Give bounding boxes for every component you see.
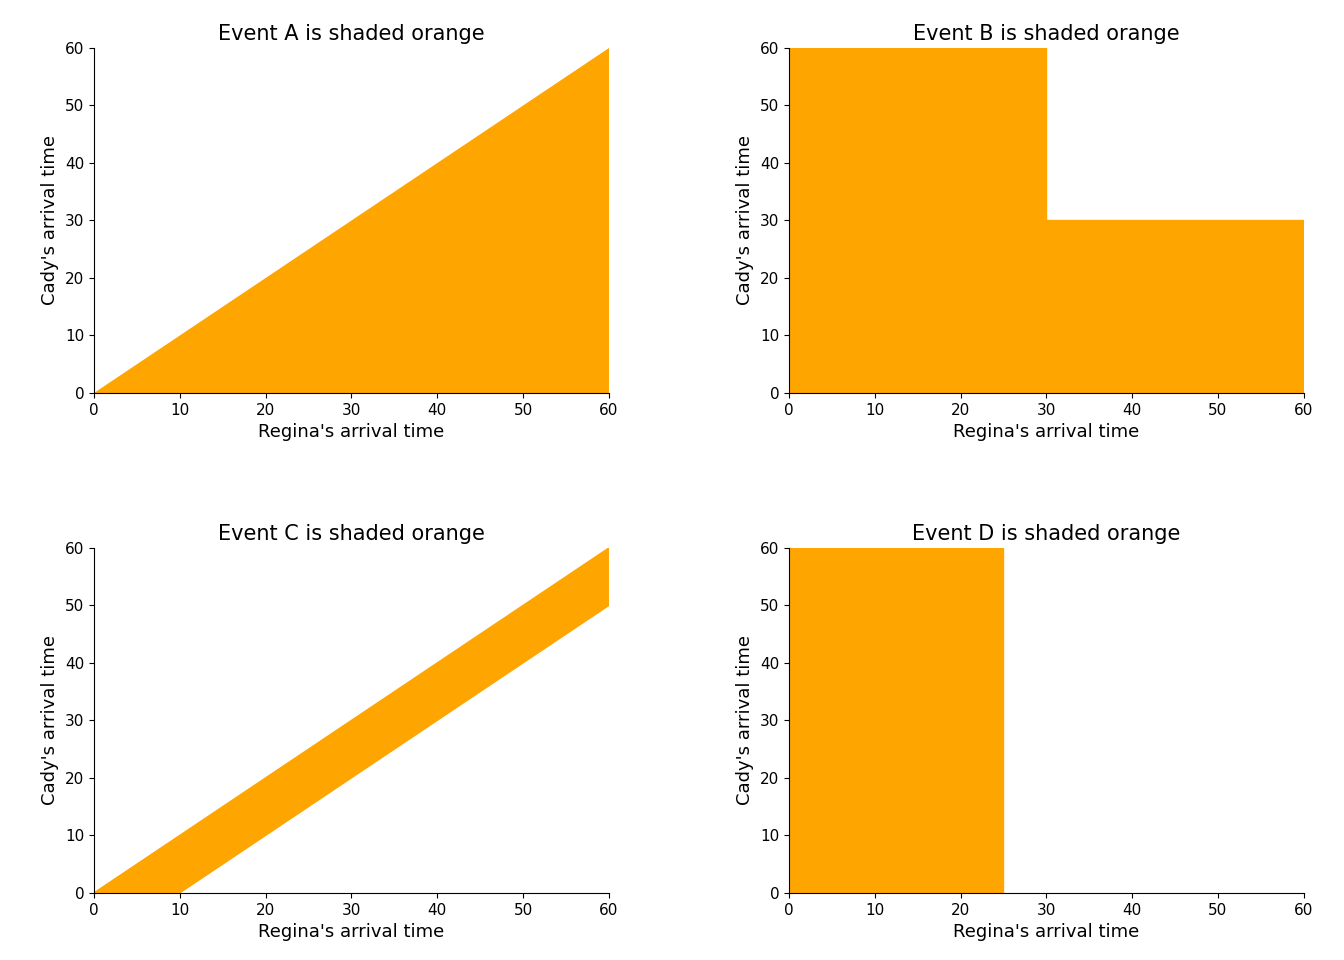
Y-axis label: Cady's arrival time: Cady's arrival time <box>737 636 754 805</box>
Title: Event B is shaded orange: Event B is shaded orange <box>913 24 1180 43</box>
Polygon shape <box>94 548 609 893</box>
Y-axis label: Cady's arrival time: Cady's arrival time <box>737 135 754 305</box>
Title: Event D is shaded orange: Event D is shaded orange <box>913 523 1180 543</box>
Bar <box>789 48 1047 393</box>
X-axis label: Regina's arrival time: Regina's arrival time <box>258 423 445 441</box>
Polygon shape <box>94 48 609 393</box>
Title: Event A is shaded orange: Event A is shaded orange <box>218 24 485 43</box>
Bar <box>1047 221 1304 393</box>
Title: Event C is shaded orange: Event C is shaded orange <box>218 523 485 543</box>
X-axis label: Regina's arrival time: Regina's arrival time <box>953 423 1140 441</box>
X-axis label: Regina's arrival time: Regina's arrival time <box>953 924 1140 941</box>
X-axis label: Regina's arrival time: Regina's arrival time <box>258 924 445 941</box>
Y-axis label: Cady's arrival time: Cady's arrival time <box>42 636 59 805</box>
Bar <box>789 548 1004 893</box>
Y-axis label: Cady's arrival time: Cady's arrival time <box>42 135 59 305</box>
